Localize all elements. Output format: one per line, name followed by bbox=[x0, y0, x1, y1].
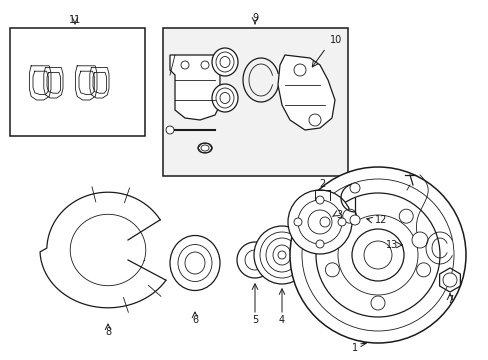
Circle shape bbox=[293, 218, 302, 226]
Text: 12: 12 bbox=[374, 215, 386, 225]
Circle shape bbox=[289, 167, 465, 343]
Text: 11: 11 bbox=[69, 15, 81, 25]
Text: 10: 10 bbox=[329, 35, 342, 45]
Text: 4: 4 bbox=[278, 315, 285, 325]
Polygon shape bbox=[278, 55, 334, 130]
Ellipse shape bbox=[278, 251, 285, 259]
Circle shape bbox=[325, 263, 339, 277]
Ellipse shape bbox=[216, 88, 234, 108]
Ellipse shape bbox=[212, 48, 238, 76]
Ellipse shape bbox=[165, 126, 174, 134]
Ellipse shape bbox=[265, 238, 297, 272]
Ellipse shape bbox=[220, 93, 229, 104]
Circle shape bbox=[349, 215, 359, 225]
Circle shape bbox=[201, 61, 208, 69]
Circle shape bbox=[337, 215, 417, 295]
Circle shape bbox=[398, 209, 412, 223]
Ellipse shape bbox=[201, 145, 208, 151]
Ellipse shape bbox=[184, 252, 204, 274]
Circle shape bbox=[370, 296, 384, 310]
Text: 6: 6 bbox=[192, 315, 198, 325]
Ellipse shape bbox=[170, 235, 220, 291]
Ellipse shape bbox=[220, 57, 229, 68]
Text: 2: 2 bbox=[318, 179, 325, 189]
Ellipse shape bbox=[216, 52, 234, 72]
Circle shape bbox=[351, 229, 403, 281]
Ellipse shape bbox=[272, 245, 290, 265]
Text: 7: 7 bbox=[446, 295, 452, 305]
Text: 1: 1 bbox=[351, 343, 357, 353]
Text: 3: 3 bbox=[335, 210, 342, 220]
Ellipse shape bbox=[178, 244, 212, 282]
Circle shape bbox=[302, 179, 453, 331]
Circle shape bbox=[308, 114, 320, 126]
Circle shape bbox=[319, 217, 329, 227]
Ellipse shape bbox=[198, 143, 212, 153]
Circle shape bbox=[411, 232, 427, 248]
Circle shape bbox=[342, 209, 356, 223]
Circle shape bbox=[416, 263, 430, 277]
Circle shape bbox=[349, 183, 359, 193]
Bar bbox=[163, 28, 347, 176]
Text: 8: 8 bbox=[105, 327, 111, 337]
Polygon shape bbox=[170, 55, 220, 120]
Circle shape bbox=[337, 218, 346, 226]
Circle shape bbox=[315, 240, 324, 248]
Circle shape bbox=[307, 210, 331, 234]
Circle shape bbox=[181, 61, 189, 69]
Text: 13: 13 bbox=[385, 240, 397, 250]
Circle shape bbox=[297, 200, 341, 244]
Ellipse shape bbox=[253, 226, 309, 284]
Circle shape bbox=[442, 273, 456, 287]
Circle shape bbox=[293, 64, 305, 76]
Bar bbox=[10, 28, 145, 136]
Circle shape bbox=[315, 196, 324, 204]
Text: 5: 5 bbox=[251, 315, 258, 325]
Circle shape bbox=[363, 241, 391, 269]
Circle shape bbox=[287, 190, 351, 254]
Circle shape bbox=[315, 193, 439, 317]
Ellipse shape bbox=[260, 232, 304, 278]
Text: 9: 9 bbox=[251, 13, 258, 23]
Ellipse shape bbox=[212, 84, 238, 112]
